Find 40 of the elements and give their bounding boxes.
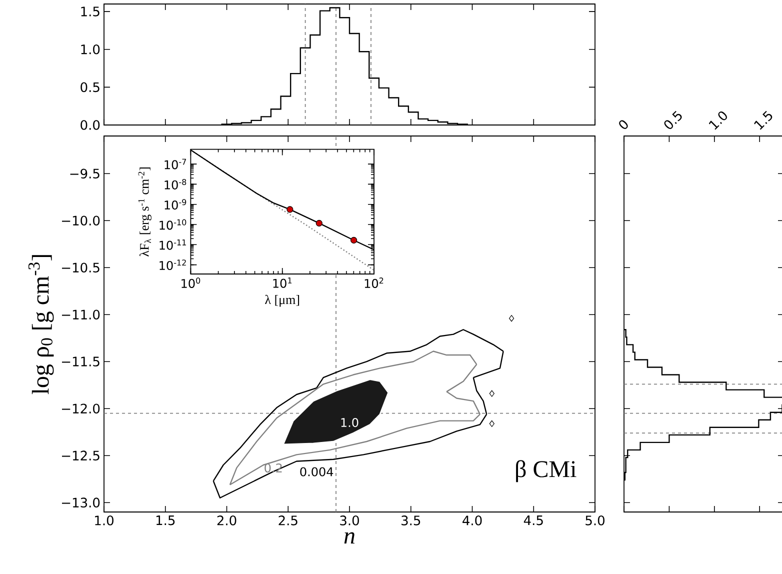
y-tick-label: 10$^{-10}$ — [160, 219, 186, 230]
x-tick-label: 5.0 — [586, 516, 604, 526]
y-tick-label: 1.5 — [81, 6, 100, 16]
y-axis-title: λF$_{λ}$ [erg s$^{-1}$ cm$^{-2}$] — [138, 167, 152, 256]
annotation: 1.0 — [341, 418, 358, 428]
x-tick-label: 3.0 — [340, 516, 359, 526]
y-tick-label: −12.5 — [62, 450, 100, 461]
x-tick-label: 0.5 — [664, 110, 682, 129]
x-tick-label: 3.5 — [402, 516, 420, 526]
y-tick-label: 10$^{-8}$ — [164, 178, 186, 190]
y-tick-label: 10$^{-11}$ — [160, 239, 186, 250]
x-tick-label: 10$^{2}$ — [364, 278, 384, 288]
y-tick-label: −9.5 — [70, 168, 100, 179]
y-tick-label: −12.0 — [62, 404, 100, 414]
x-tick-label: 0 — [619, 120, 628, 129]
x-tick-label: 4.5 — [524, 516, 543, 526]
x-axis-title: λ [μm] — [265, 294, 300, 307]
x-tick-label: 4.0 — [462, 516, 482, 526]
y-tick-label: 10$^{-12}$ — [160, 260, 186, 270]
y-tick-label: −10.0 — [62, 216, 100, 226]
x-tick-label: 1.0 — [95, 516, 114, 526]
y-tick-label: 10$^{-9}$ — [164, 199, 186, 210]
x-tick-label: 2.5 — [278, 516, 298, 526]
x-axis-title: n — [344, 532, 354, 544]
y-tick-label: −11.5 — [62, 356, 100, 366]
y-tick-label: 1.0 — [81, 44, 100, 54]
y-tick-label: −11.0 — [62, 310, 100, 320]
y-tick-label: 10$^{-7}$ — [164, 158, 186, 170]
y-tick-label: −13.0 — [62, 498, 100, 508]
x-tick-label: 1.5 — [754, 110, 772, 130]
y-tick-label: 0.5 — [80, 82, 100, 92]
annotation: 0.004 — [300, 467, 334, 476]
y-tick-label: 0.0 — [80, 120, 100, 130]
y-axis-title: log ρ$_{0}$ [g cm$^{-3}$] — [28, 255, 54, 394]
x-tick-label: 2.0 — [217, 516, 236, 526]
y-tick-label: −10.5 — [62, 262, 100, 273]
x-tick-label: 10$^{0}$ — [182, 278, 200, 288]
x-tick-label: 1.0 — [708, 111, 727, 130]
annotation: β CMi — [516, 460, 576, 482]
x-tick-label: 10$^{1}$ — [273, 278, 292, 288]
